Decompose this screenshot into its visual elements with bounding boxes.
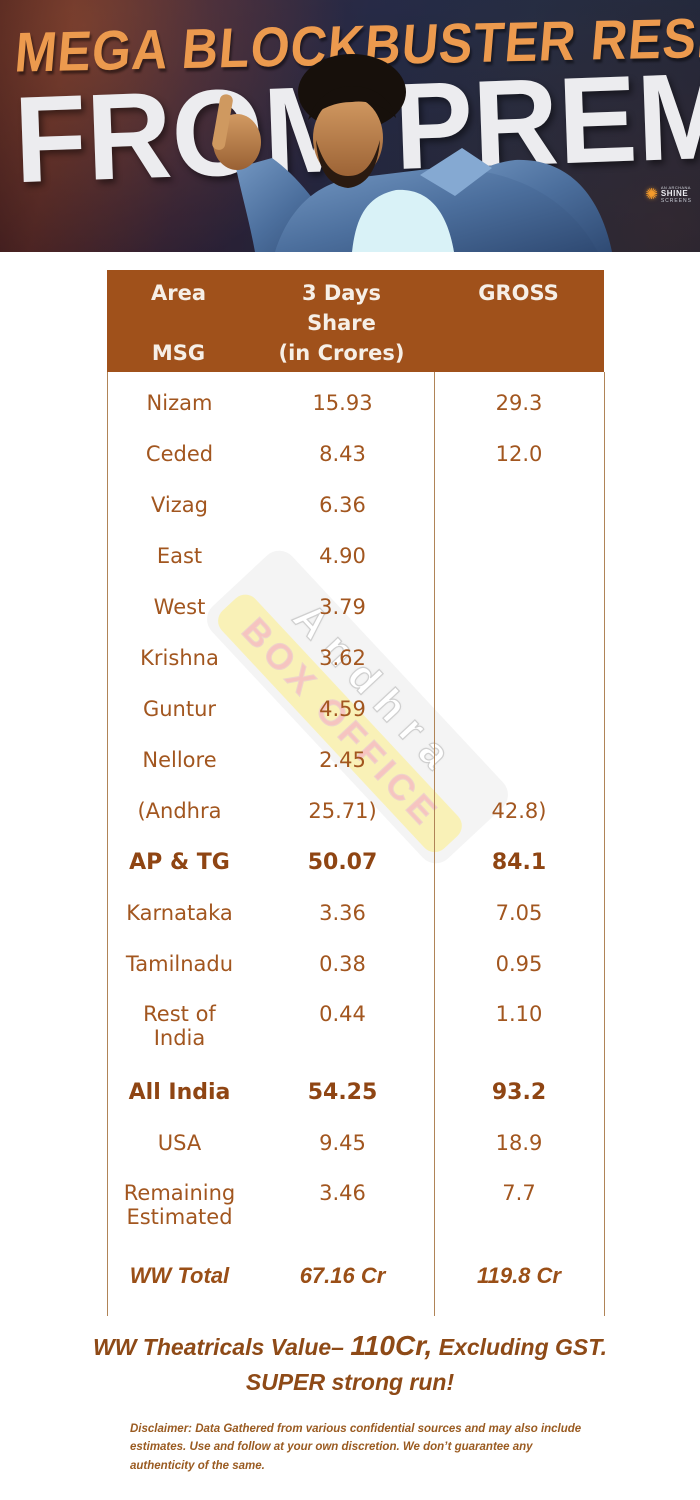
share-cell: 3.79	[319, 595, 366, 620]
table-row: Ceded 8.43 12.0	[108, 429, 604, 480]
area-cell: Rest of India	[143, 1002, 216, 1051]
disclaimer: Disclaimer: Data Gathered from various c…	[130, 1423, 582, 1472]
area-cell: USA	[157, 1131, 202, 1156]
table-row: (Andhra 25.71) 42.8)	[108, 786, 604, 837]
share-cell: 4.59	[319, 697, 366, 722]
area-cell: All India	[128, 1079, 231, 1105]
gross-cell: 29.3	[495, 391, 543, 416]
table-row: AP & TG 50.07 84.1	[108, 837, 604, 888]
banner: MEGA BLOCKBUSTER RESPONSE FROM PREMiERES…	[0, 0, 700, 252]
table-row: Vizag 6.36	[108, 480, 604, 531]
header-col-share: 3 Days Share (in Crores)	[278, 281, 405, 365]
area-cell: Nizam	[146, 391, 213, 416]
header-col-area: Area MSG	[150, 281, 207, 365]
gross-cell	[434, 684, 604, 735]
area-cell: Vizag	[151, 493, 208, 518]
area-cell: WW Total	[129, 1263, 230, 1289]
table-row: Tamilnadu 0.38 0.95	[108, 939, 604, 990]
sun-icon: ✺	[645, 185, 658, 204]
share-cell: 50.07	[307, 849, 378, 875]
header-col-gross: GROSS	[478, 281, 559, 305]
share-cell: 4.90	[319, 544, 366, 569]
table-row: Nellore 2.45	[108, 735, 604, 786]
logo-sub-text: SCREENS	[660, 197, 692, 204]
gross-cell	[434, 735, 604, 786]
summary-line1: WW Theatricals Value– 110Cr, Excluding G…	[93, 1330, 607, 1361]
logo-top-text: AN ARCHANA	[660, 185, 691, 190]
gross-cell: 84.1	[491, 849, 547, 875]
area-cell: Remaining Estimated	[123, 1181, 236, 1230]
head	[298, 54, 406, 188]
t-shirt	[352, 189, 454, 252]
table-row: East 4.90	[108, 531, 604, 582]
table-row: Remaining Estimated 3.46 7.7	[108, 1169, 604, 1246]
area-cell: West	[153, 595, 206, 620]
table-row: Rest of India 0.44 1.10	[108, 990, 604, 1067]
summary: WW Theatricals Value– 110Cr, Excluding G…	[0, 1330, 700, 1396]
summary-line2: SUPER strong run!	[245, 1369, 455, 1395]
jacket	[275, 148, 612, 252]
share-cell: 15.93	[312, 391, 373, 416]
share-cell: 3.36	[319, 901, 366, 926]
shine-screens-logo: ✺ AN ARCHANA SHINE SCREENS	[645, 185, 692, 204]
share-cell: 3.62	[319, 646, 366, 671]
table-row: Nizam 15.93 29.3	[108, 378, 604, 429]
area-cell: AP & TG	[129, 849, 230, 875]
share-cell: 67.16 Cr	[299, 1263, 386, 1289]
summary-value: 110Cr,	[350, 1330, 433, 1361]
gross-cell	[434, 480, 604, 531]
gross-cell: 7.7	[502, 1181, 536, 1205]
gross-cell: 12.0	[495, 442, 543, 467]
table-row: USA 9.45 18.9	[108, 1118, 604, 1169]
actor-figure	[212, 54, 612, 252]
share-cell: 8.43	[319, 442, 366, 467]
gross-cell: 1.10	[495, 1002, 543, 1026]
area-cell: Tamilnadu	[125, 952, 234, 977]
area-cell: Nellore	[142, 748, 217, 773]
gross-cell: 0.95	[495, 952, 543, 977]
gross-cell: 119.8 Cr	[477, 1263, 561, 1289]
share-cell: 54.25	[307, 1079, 378, 1105]
table-row: Krishna 3.62	[108, 633, 604, 684]
area-cell: (Andhra	[137, 799, 222, 824]
gross-cell: 42.8)	[491, 799, 547, 824]
share-cell: 25.71)	[308, 799, 377, 824]
gross-cell	[434, 633, 604, 684]
area-cell: Guntur	[142, 697, 217, 722]
table-row: All India 54.25 93.2	[108, 1067, 604, 1118]
table-row: WW Total 67.16 Cr 119.8 Cr	[108, 1246, 604, 1306]
area-cell: East	[156, 544, 203, 569]
area-cell: Karnataka	[126, 901, 233, 926]
area-cell: Ceded	[145, 442, 214, 467]
share-cell: 6.36	[319, 493, 366, 518]
share-cell: 9.45	[319, 1131, 366, 1156]
share-cell: 3.46	[319, 1181, 366, 1205]
gross-cell	[434, 531, 604, 582]
logo-name-text: SHINE	[660, 189, 689, 199]
collar	[420, 148, 492, 196]
table-body: Nizam 15.93 29.3 Ceded 8.43 12.0 Vizag 6…	[107, 372, 605, 1316]
table-row: West 3.79	[108, 582, 604, 633]
gross-cell	[434, 582, 604, 633]
table-row: Karnataka 3.36 7.05	[108, 888, 604, 939]
share-cell: 2.45	[319, 748, 366, 773]
share-cell: 0.38	[319, 952, 366, 977]
area-cell: Krishna	[140, 646, 219, 671]
table-row: Guntur 4.59	[108, 684, 604, 735]
gross-cell: 93.2	[491, 1079, 547, 1105]
share-cell: 0.44	[319, 1002, 366, 1026]
table-header: Area MSG 3 Days Share (in Crores) GROSS	[107, 270, 604, 372]
gross-cell: 18.9	[495, 1131, 543, 1156]
gross-cell: 7.05	[495, 901, 543, 926]
